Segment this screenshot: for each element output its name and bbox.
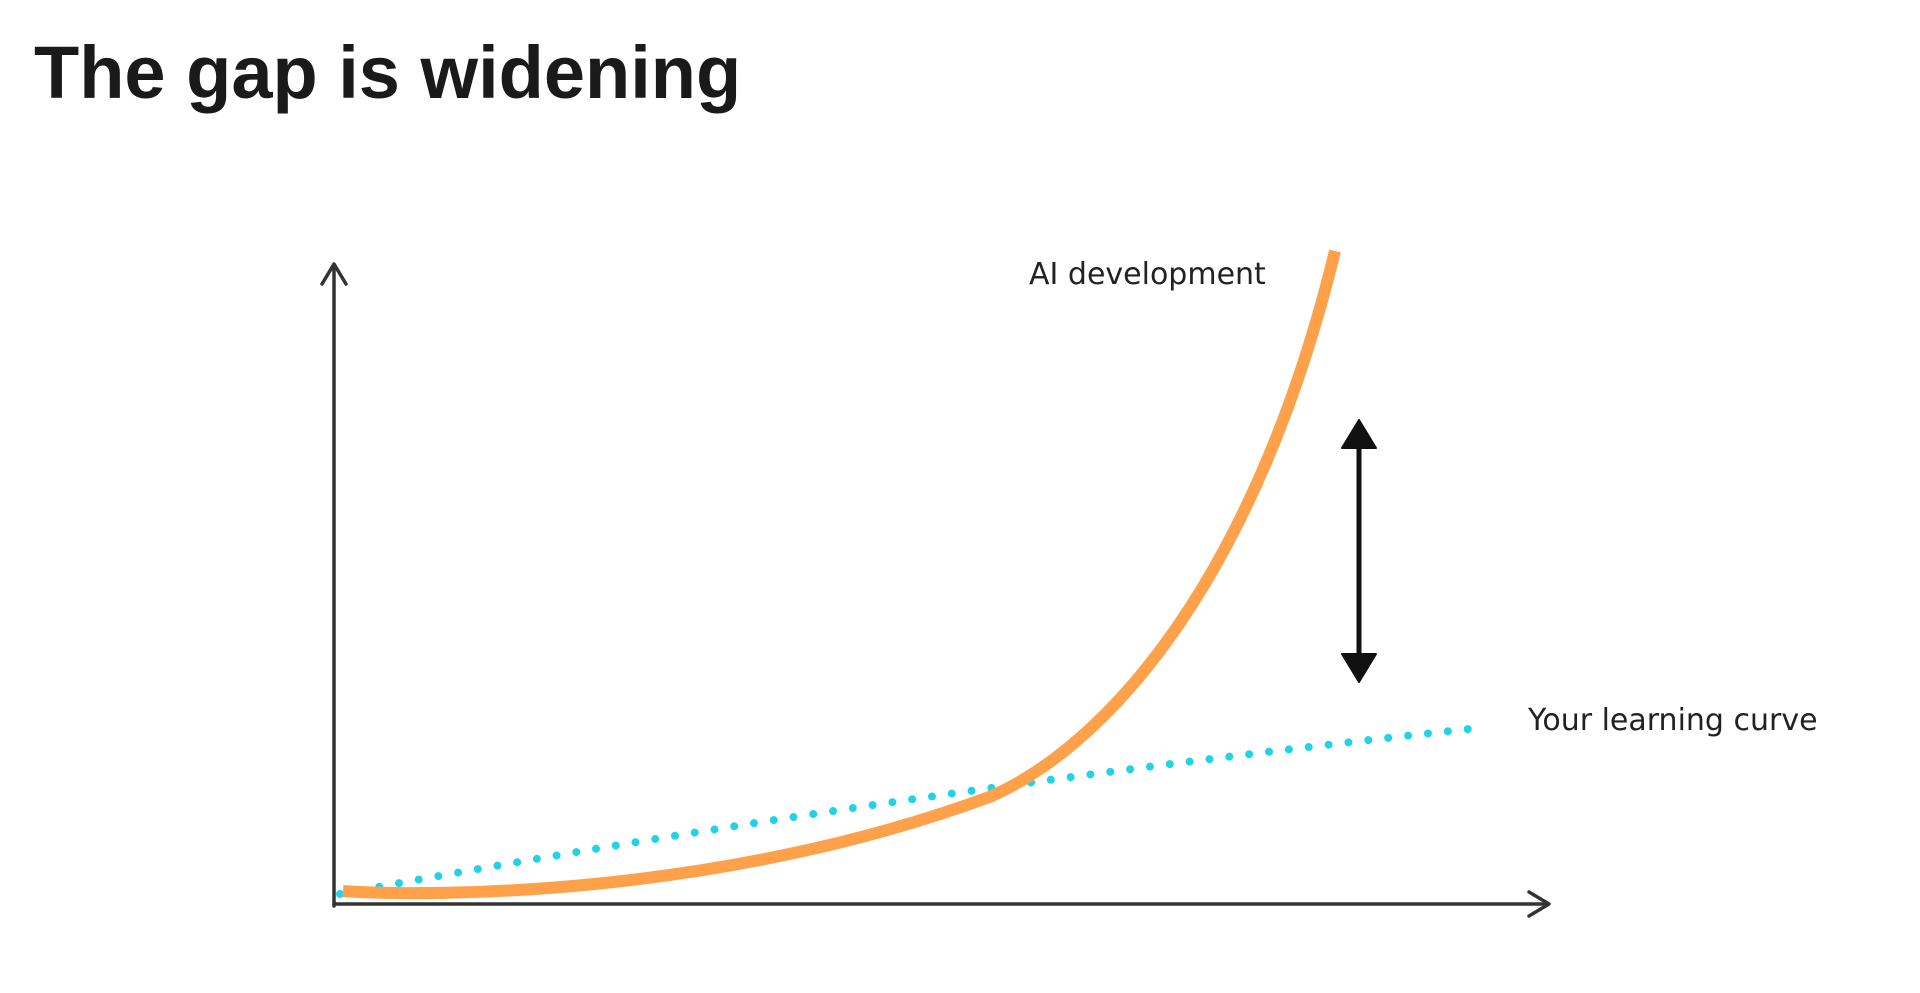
learning-label: Your learning curve bbox=[1527, 703, 1818, 738]
y-axis-arrowhead bbox=[320, 262, 348, 286]
title: The gap is widening bbox=[34, 31, 741, 114]
gap-arrowhead-top bbox=[1341, 419, 1377, 449]
learning-curve bbox=[336, 725, 1473, 898]
axes bbox=[320, 262, 1551, 918]
x-axis-arrowhead bbox=[1527, 890, 1551, 918]
ai-label: AI development bbox=[1029, 257, 1266, 292]
gap-arrow bbox=[1341, 419, 1377, 683]
ai-curve bbox=[342, 249, 1341, 900]
gap-arrowhead-bottom bbox=[1341, 653, 1377, 683]
